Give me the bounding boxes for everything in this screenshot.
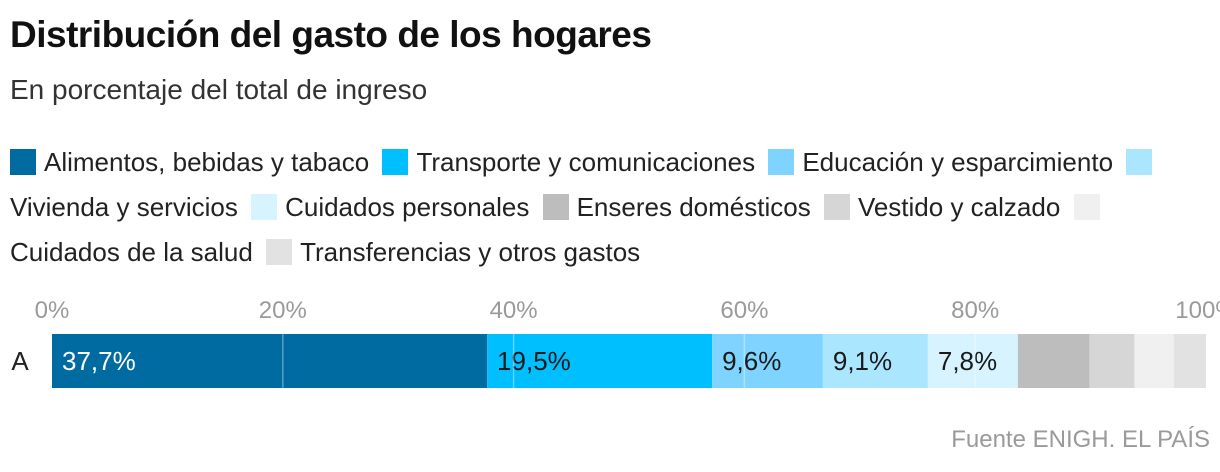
data-label: 19,5% [497, 346, 571, 376]
category-label: A [11, 346, 29, 376]
bar-segment [1173, 334, 1206, 388]
bar-segment [822, 334, 928, 388]
legend-item: Alimentos, bebidas y tabaco [10, 147, 369, 177]
legend-swatch [251, 194, 278, 220]
bar-segment [1089, 334, 1135, 388]
x-tick-label: 20% [259, 297, 307, 324]
stacked-bar-chart: 0% 20% 40% 60% 80% 100% A 37,7% 19,5% 9,6% 9,1% 7,8… [11, 297, 1220, 388]
legend-swatch [768, 149, 795, 175]
legend-item: Educación y esparcimiento [768, 147, 1113, 177]
chart-title: Distribución del gasto de los hogares [10, 14, 652, 55]
bar-segment [927, 334, 1018, 388]
x-tick-label: 60% [720, 297, 768, 324]
data-label: 9,1% [833, 346, 892, 376]
x-tick-label: 100% [1175, 297, 1220, 324]
legend-label: Cuidados de la salud [10, 237, 253, 267]
legend-label: Vivienda y servicios [10, 192, 238, 222]
legend-label: Educación y esparcimiento [802, 147, 1114, 177]
legend-item: Cuidados de la salud [10, 192, 1108, 267]
legend-swatch [382, 149, 409, 175]
legend-swatch [1073, 194, 1100, 220]
legend-item: Enseres domésticos [542, 192, 811, 222]
bar-segment [1017, 334, 1090, 388]
legend-swatch [542, 194, 569, 220]
legend-item: Transporte y comunicaciones [382, 147, 755, 177]
bar-segment [487, 334, 713, 388]
legend-label: Alimentos, bebidas y tabaco [44, 147, 370, 177]
legend-label: Transferencias y otros gastos [300, 237, 641, 267]
legend-label: Cuidados personales [285, 192, 530, 222]
data-label: 9,6% [722, 346, 781, 376]
legend-swatch [266, 239, 293, 265]
legend: Alimentos, bebidas y tabaco Transporte y… [10, 140, 1210, 275]
source-note: Fuente ENIGH. EL PAÍS [951, 426, 1210, 453]
legend-label: Vestido y calzado [857, 192, 1061, 222]
legend-item: Vestido y calzado [823, 192, 1061, 222]
legend-swatch [823, 194, 850, 220]
bar-segment [52, 334, 488, 388]
legend-item: Vivienda y servicios [10, 147, 1160, 222]
legend-item: Cuidados personales [251, 192, 529, 222]
bar-segment [712, 334, 823, 388]
legend-label: Transporte y comunicaciones [416, 147, 756, 177]
legend-label: Enseres domésticos [576, 192, 811, 222]
x-tick-label: 40% [490, 297, 538, 324]
bar-segment [1134, 334, 1174, 388]
legend-swatch [1126, 149, 1153, 175]
chart-subtitle: En porcentaje del total de ingreso [10, 74, 428, 105]
legend-swatch [10, 149, 36, 175]
x-tick-label: 80% [951, 297, 999, 324]
x-tick-label: 0% [35, 297, 70, 324]
legend-item: Transferencias y otros gastos [266, 237, 640, 267]
data-label: 7,8% [938, 346, 997, 376]
data-label: 37,7% [62, 346, 136, 376]
